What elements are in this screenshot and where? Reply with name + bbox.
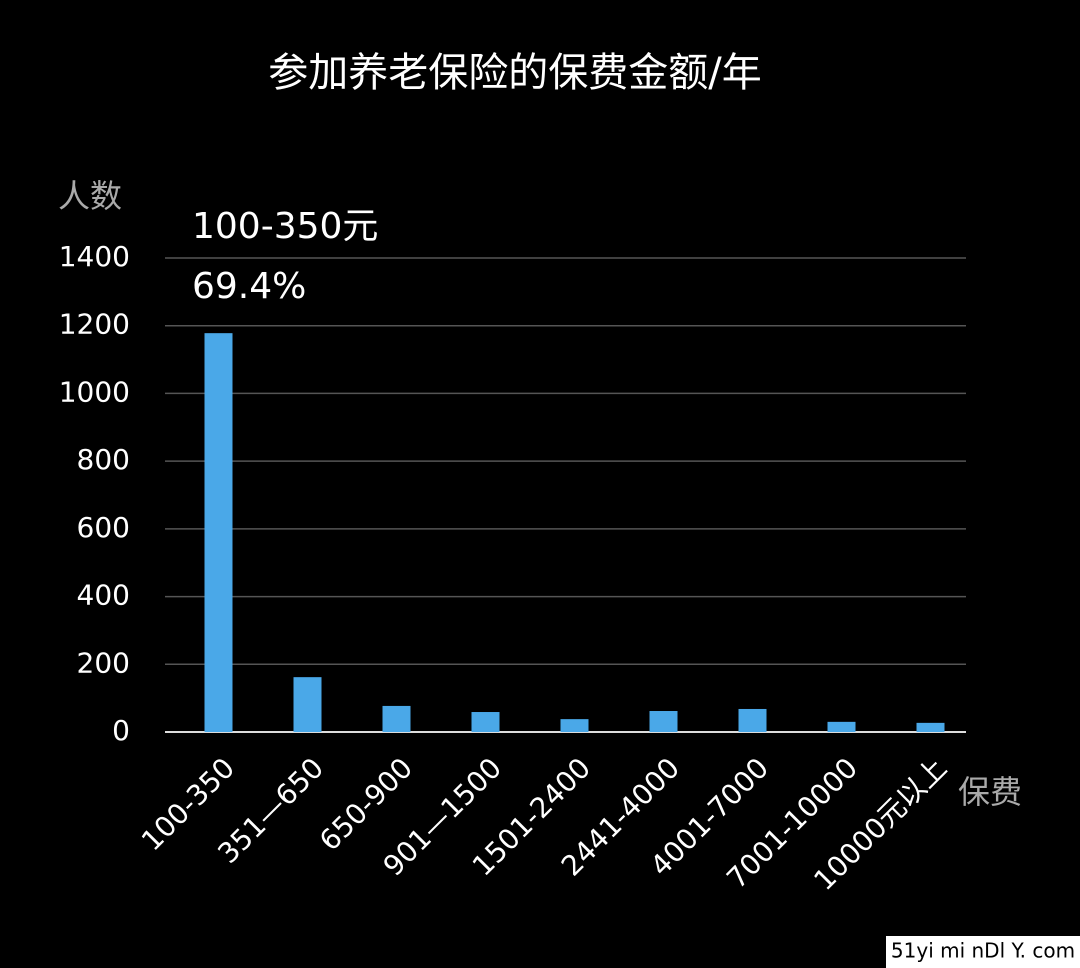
bar: [204, 333, 233, 732]
bar: [738, 708, 767, 732]
y-axis-label: 人数: [58, 177, 122, 215]
watermark: 51yi mi nDl Y. com: [891, 939, 1075, 963]
bar: [560, 719, 589, 732]
bar: [827, 721, 856, 732]
y-tick-label: 1200: [59, 308, 130, 341]
y-tick-label: 400: [77, 579, 130, 612]
chart-title: 参加养老保险的保费金额/年: [268, 50, 761, 96]
y-tick-label: 200: [77, 646, 130, 679]
y-tick-label: 1400: [59, 240, 130, 273]
annotation: 69.4%: [192, 266, 306, 307]
y-tick-label: 800: [77, 443, 130, 476]
y-tick-label: 0: [112, 714, 130, 747]
bar: [293, 677, 322, 732]
annotation: 100-350元: [192, 206, 378, 247]
watermark-box: [886, 936, 1080, 968]
y-tick-label: 600: [77, 511, 130, 544]
bar: [471, 712, 500, 732]
bar: [916, 722, 945, 732]
y-tick-label: 1000: [59, 375, 130, 408]
bar: [649, 711, 678, 732]
bar: [382, 705, 411, 732]
x-axis-label: 保费: [958, 773, 1022, 811]
